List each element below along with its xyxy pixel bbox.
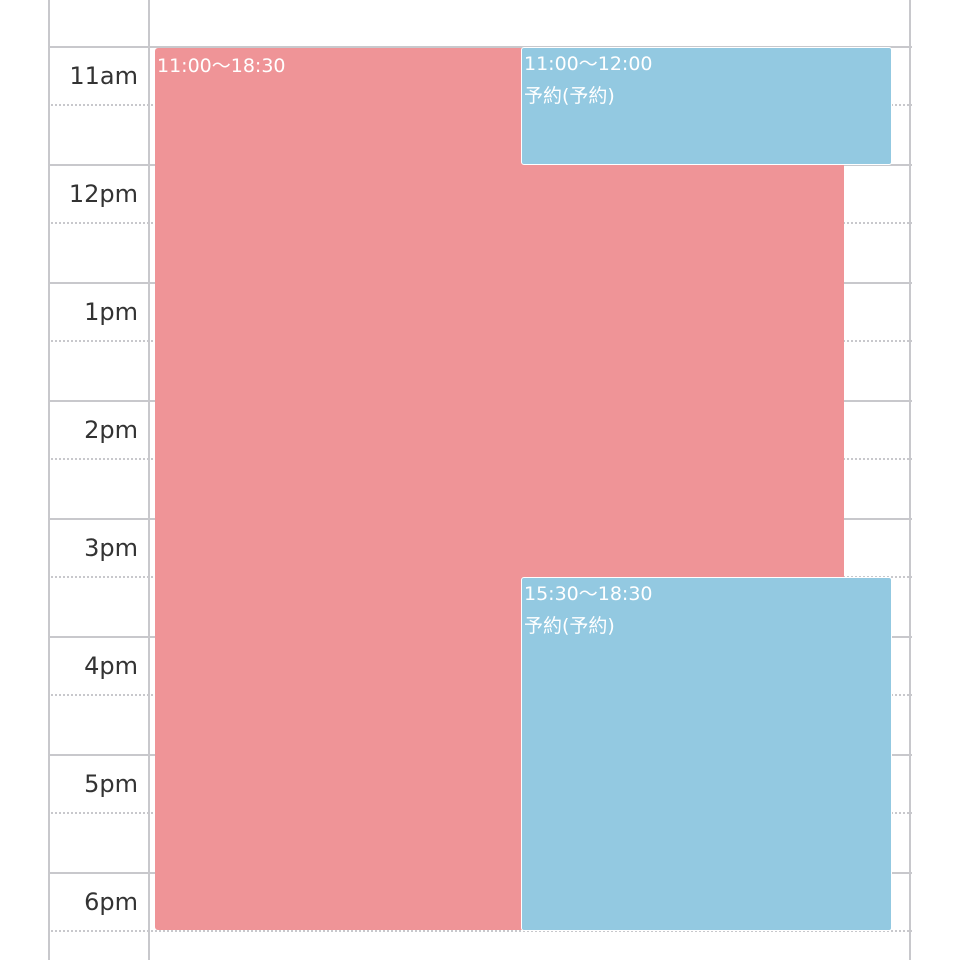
time-label: 11am <box>69 62 138 90</box>
event[interactable]: 11:00〜12:00 予約(予約) <box>521 47 892 165</box>
event-title: 予約(予約) <box>524 85 615 107</box>
time-label: 6pm <box>84 888 138 916</box>
event[interactable]: 15:30〜18:30 予約(予約) <box>521 577 892 931</box>
half-hour-line <box>48 930 912 932</box>
time-label: 12pm <box>68 180 138 208</box>
time-label: 2pm <box>84 416 138 444</box>
event-title: 予約(予約) <box>524 615 615 637</box>
event-time: 15:30〜18:30 <box>524 583 653 605</box>
day-column-border <box>909 0 911 960</box>
time-label: 1pm <box>84 298 138 326</box>
time-column-border <box>48 0 50 960</box>
time-label: 5pm <box>84 770 138 798</box>
event-time: 11:00〜12:00 <box>524 53 653 75</box>
time-label: 3pm <box>84 534 138 562</box>
hour-line <box>48 46 912 48</box>
time-label: 4pm <box>84 652 138 680</box>
event-time: 11:00〜18:30 <box>157 55 286 77</box>
day-column-border <box>148 0 150 960</box>
